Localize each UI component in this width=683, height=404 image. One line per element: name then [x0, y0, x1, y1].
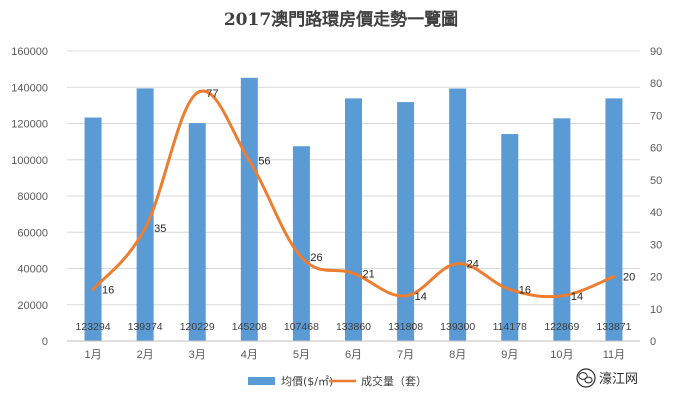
x-tick-label: 11月	[603, 349, 625, 361]
bar	[345, 98, 362, 341]
bar-value-label: 123294	[76, 321, 111, 333]
right-tick-label: 0	[650, 336, 656, 348]
x-tick-label: 10月	[550, 349, 573, 361]
wechat-icon	[576, 368, 596, 388]
right-tick-label: 80	[650, 78, 662, 90]
bar-value-label: 107468	[284, 321, 319, 333]
bar-value-label: 120229	[180, 321, 215, 333]
legend-label-line: 成交量（套）	[361, 374, 427, 388]
line-value-label: 14	[415, 291, 427, 303]
bar	[84, 117, 102, 341]
data-labels: 123294 139374 120229 145208 107468 133860 1318…	[76, 88, 636, 333]
x-tick-label: 2月	[137, 349, 154, 361]
bar-value-label: 133860	[336, 321, 371, 333]
right-tick-label: 20	[650, 272, 662, 284]
line-value-label: 24	[467, 259, 479, 271]
line-point	[352, 271, 355, 275]
bar	[501, 134, 519, 341]
left-tick-label: 140000	[11, 82, 48, 94]
bar	[240, 77, 258, 342]
left-tick-label: 80000	[17, 191, 48, 203]
bar-value-label: 139374	[128, 321, 163, 333]
line-point	[195, 91, 199, 95]
line-value-label: 16	[102, 284, 114, 296]
left-tick-label: 60000	[17, 227, 48, 239]
x-tick-label: 7月	[397, 349, 414, 361]
left-tick-label: 160000	[11, 46, 48, 58]
x-tick-label: 1月	[84, 349, 101, 361]
bar	[292, 146, 310, 341]
x-axis: 1月 2月 3月 4月 5月 6月 7月 8月 9月 10月 11月	[67, 340, 640, 361]
left-tick-label: 120000	[11, 119, 48, 131]
x-tick-label: 9月	[501, 349, 518, 361]
bar-value-label: 133871	[596, 321, 631, 333]
right-tick-label: 70	[650, 110, 662, 122]
chart-title: 2017澳門路環房價走勢一覽圖	[224, 9, 458, 30]
legend-label-bar: 均價($/㎡)	[281, 374, 333, 388]
line-value-label: 14	[571, 291, 583, 303]
bar-value-label: 122869	[544, 321, 579, 333]
line-point	[456, 262, 460, 266]
right-tick-label: 90	[650, 46, 662, 58]
line-point	[560, 294, 564, 298]
right-axis: 0 10 20 30 40 50 60 70 80 90	[650, 46, 662, 348]
right-tick-label: 30	[650, 239, 662, 251]
left-tick-label: 20000	[17, 300, 48, 312]
line-value-label: 21	[363, 268, 375, 280]
x-tick-label: 8月	[449, 349, 466, 361]
right-tick-label: 40	[650, 207, 662, 219]
line-point	[247, 159, 251, 163]
bar	[397, 102, 415, 342]
line-point	[91, 287, 95, 291]
bar	[553, 118, 571, 342]
bar-value-label: 139300	[440, 321, 475, 333]
bar-value-label: 145208	[232, 321, 267, 333]
bar	[188, 123, 206, 342]
right-tick-label: 10	[650, 304, 662, 316]
line-point	[508, 287, 512, 291]
line-value-label: 56	[258, 156, 270, 168]
legend: 均價($/㎡) 成交量（套）	[248, 374, 427, 388]
left-tick-label: 100000	[11, 155, 48, 167]
line-point	[612, 275, 616, 279]
legend-swatch-bar	[248, 377, 275, 385]
line-value-label: 35	[154, 223, 166, 235]
bar-series	[84, 77, 623, 342]
x-tick-label: 3月	[189, 349, 206, 361]
watermark-text: 濠江网	[599, 371, 638, 387]
line-value-label: 20	[623, 272, 635, 284]
right-tick-label: 50	[650, 175, 662, 187]
line-point	[299, 255, 303, 259]
line-value-label: 16	[519, 284, 531, 296]
x-tick-label: 5月	[293, 349, 310, 361]
x-tick-label: 6月	[345, 349, 362, 361]
bar	[605, 98, 623, 341]
right-tick-label: 60	[650, 143, 662, 155]
line-point	[404, 294, 408, 298]
line-value-label: 77	[206, 88, 218, 100]
left-axis: 0 20000 40000 60000 80000 100000 120000 140000 1…	[11, 46, 48, 348]
bar-value-label: 114178	[493, 321, 527, 333]
line-point	[143, 226, 147, 230]
x-tick-label: 4月	[241, 349, 258, 361]
bar-value-label: 131808	[388, 321, 423, 333]
bar	[136, 88, 154, 341]
watermark: 濠江网	[576, 368, 638, 388]
line-series	[91, 89, 616, 299]
bar	[449, 88, 467, 341]
left-tick-label: 40000	[17, 264, 48, 276]
left-tick-label: 0	[42, 336, 48, 348]
line-value-label: 26	[310, 252, 322, 264]
